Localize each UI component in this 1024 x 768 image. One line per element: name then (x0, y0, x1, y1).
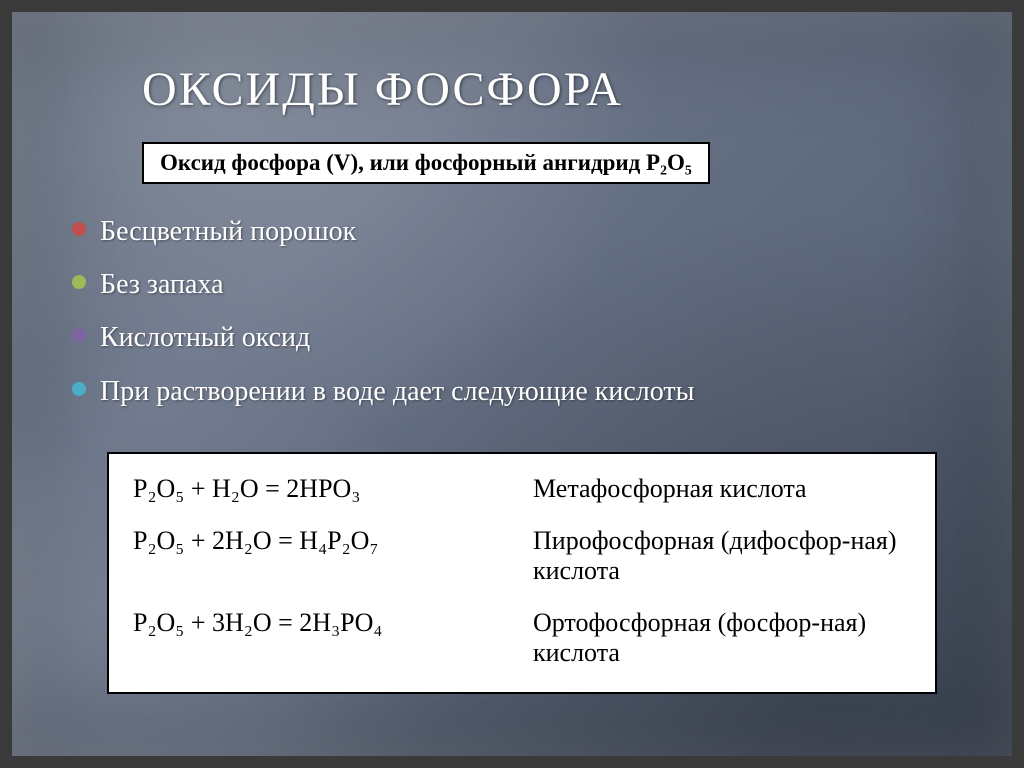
bullet-text: Кислотный оксид (100, 318, 310, 357)
subtitle-text: Оксид фосфора (V), или фосфорный ангидри… (160, 150, 692, 175)
bullet-list: Бесцветный порошок Без запаха Кислотный … (72, 212, 952, 425)
slide-title: ОКСИДЫ ФОСФОРА (142, 62, 623, 117)
bullet-text: Бесцветный порошок (100, 212, 356, 251)
bullet-dot-icon (72, 222, 86, 236)
subtitle-box: Оксид фосфора (V), или фосфорный ангидри… (142, 142, 710, 184)
reaction-row: P₂O₅ + 3H₂O = 2H₃PO₄ Ортофосфорная (фосф… (133, 608, 911, 668)
bullet-item: Без запаха (72, 265, 952, 304)
reaction-equation: P₂O₅ + 3H₂O = 2H₃PO₄ (133, 608, 533, 638)
reaction-label: Пирофосфорная (дифосфор-ная) кислота (533, 526, 911, 586)
reaction-label: Метафосфорная кислота (533, 474, 911, 504)
bullet-dot-icon (72, 328, 86, 342)
reactions-box: P₂O₅ + H₂O = 2HPO₃ Метафосфорная кислота… (107, 452, 937, 694)
reaction-row: P₂O₅ + 2H₂O = H₄P₂O₇ Пирофосфорная (дифо… (133, 526, 911, 586)
bullet-dot-icon (72, 275, 86, 289)
bullet-text: При растворении в воде дает следующие ки… (100, 372, 694, 411)
reaction-label: Ортофосфорная (фосфор-ная) кислота (533, 608, 911, 668)
bullet-text: Без запаха (100, 265, 224, 304)
bullet-item: Кислотный оксид (72, 318, 952, 357)
reaction-equation: P₂O₅ + 2H₂O = H₄P₂O₇ (133, 526, 533, 556)
bullet-item: Бесцветный порошок (72, 212, 952, 251)
bullet-item: При растворении в воде дает следующие ки… (72, 372, 952, 411)
reaction-row: P₂O₅ + H₂O = 2HPO₃ Метафосфорная кислота (133, 474, 911, 504)
slide: ОКСИДЫ ФОСФОРА Оксид фосфора (V), или фо… (0, 0, 1024, 768)
bullet-dot-icon (72, 382, 86, 396)
reaction-equation: P₂O₅ + H₂O = 2HPO₃ (133, 474, 533, 504)
